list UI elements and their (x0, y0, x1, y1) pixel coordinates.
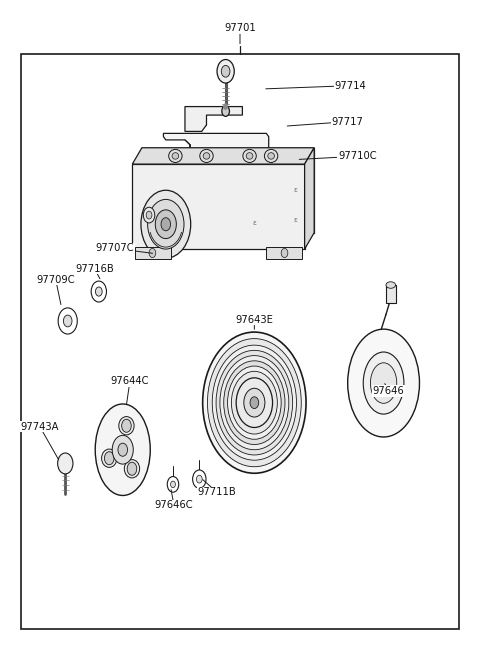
Text: 97707C: 97707C (96, 244, 134, 253)
Text: 97646: 97646 (372, 386, 404, 396)
Circle shape (220, 356, 289, 450)
Circle shape (58, 308, 77, 334)
Ellipse shape (203, 153, 210, 159)
Circle shape (236, 378, 273, 428)
Ellipse shape (95, 404, 150, 495)
Polygon shape (305, 148, 314, 249)
Circle shape (207, 339, 301, 467)
Ellipse shape (172, 153, 179, 159)
Text: 97717: 97717 (332, 117, 364, 126)
Circle shape (196, 476, 202, 483)
Text: ε: ε (252, 220, 256, 226)
Circle shape (250, 397, 259, 409)
Circle shape (96, 287, 102, 296)
Circle shape (222, 106, 229, 117)
Ellipse shape (124, 460, 140, 478)
Circle shape (221, 66, 230, 77)
Text: 97644C: 97644C (111, 376, 149, 386)
Circle shape (224, 361, 285, 445)
Circle shape (144, 207, 155, 223)
Bar (386, 285, 396, 303)
Circle shape (167, 477, 179, 492)
Ellipse shape (264, 149, 278, 162)
Circle shape (212, 345, 297, 460)
Text: 97701: 97701 (224, 23, 256, 33)
Circle shape (156, 210, 176, 238)
Ellipse shape (200, 149, 213, 162)
Ellipse shape (119, 417, 134, 435)
Circle shape (244, 388, 265, 417)
Circle shape (118, 443, 128, 457)
Bar (21, 54, 459, 629)
Ellipse shape (348, 329, 420, 437)
Circle shape (141, 190, 191, 258)
Circle shape (224, 104, 228, 109)
Circle shape (203, 332, 306, 474)
Text: 97646C: 97646C (155, 500, 193, 510)
Bar (266, 247, 302, 259)
Circle shape (192, 470, 206, 488)
Text: 97743A: 97743A (21, 422, 59, 432)
Ellipse shape (246, 153, 253, 159)
Circle shape (112, 436, 133, 464)
Circle shape (170, 481, 175, 487)
Polygon shape (132, 148, 314, 164)
Text: 97709C: 97709C (36, 275, 75, 285)
Ellipse shape (102, 449, 117, 468)
Ellipse shape (168, 149, 182, 162)
Text: 97714: 97714 (334, 81, 366, 90)
Circle shape (228, 366, 281, 440)
Circle shape (127, 462, 137, 476)
Text: 97711B: 97711B (198, 487, 237, 497)
Circle shape (105, 452, 114, 465)
Polygon shape (142, 148, 314, 233)
Circle shape (58, 453, 73, 474)
Text: 97643E: 97643E (235, 314, 273, 325)
Circle shape (231, 371, 277, 434)
Circle shape (217, 60, 234, 83)
Text: ε: ε (293, 217, 297, 223)
Ellipse shape (371, 363, 397, 403)
Polygon shape (132, 164, 305, 249)
Ellipse shape (363, 352, 404, 414)
Text: ε: ε (293, 187, 297, 193)
Ellipse shape (243, 149, 256, 162)
Polygon shape (185, 107, 242, 132)
Circle shape (63, 315, 72, 327)
Ellipse shape (386, 282, 396, 288)
Circle shape (148, 199, 184, 249)
Circle shape (149, 248, 156, 257)
Circle shape (91, 281, 107, 302)
Circle shape (121, 419, 131, 432)
Circle shape (281, 248, 288, 257)
Ellipse shape (268, 153, 275, 159)
Circle shape (216, 350, 293, 455)
Bar (135, 247, 170, 259)
Circle shape (146, 211, 152, 219)
Text: 97710C: 97710C (338, 151, 377, 161)
Polygon shape (163, 134, 269, 150)
Text: 97716B: 97716B (75, 264, 114, 274)
Circle shape (161, 217, 170, 231)
